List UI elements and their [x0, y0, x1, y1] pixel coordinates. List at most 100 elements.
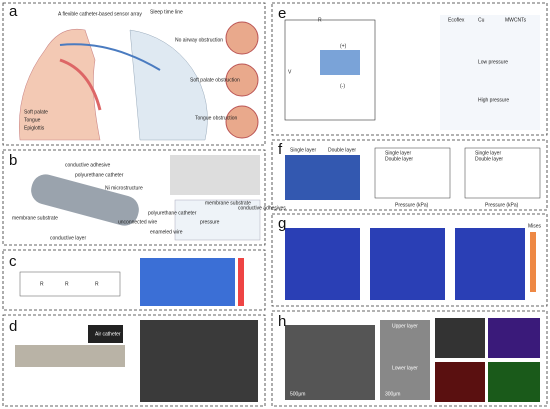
- eds-map: [435, 318, 485, 358]
- plot-frame: [464, 147, 541, 199]
- annotation: Air catheter: [95, 331, 121, 337]
- annotation: Cu: [478, 17, 485, 23]
- eds-map: [435, 362, 485, 402]
- annotation: High pressure: [478, 97, 509, 103]
- catheter-render: [31, 174, 139, 226]
- panel-d: d Air catheter: [9, 318, 258, 402]
- annotation: (-): [340, 83, 345, 89]
- photo-catheter: [15, 345, 125, 367]
- legend-entry: Single layer: [475, 150, 501, 156]
- annotation: Lower layer: [392, 365, 418, 371]
- annotation: (+): [340, 43, 347, 49]
- circuit: [19, 271, 121, 297]
- scale-label: 500μm: [290, 391, 305, 397]
- panel-f: f Single layer Double layer Single layer…: [278, 141, 541, 208]
- panel-border: [271, 213, 548, 307]
- sensor-sheet: [320, 50, 360, 75]
- annotation: unconnected wire: [118, 219, 157, 225]
- fem-map: [140, 258, 235, 306]
- annotation: MWCNTs: [505, 17, 527, 23]
- eds-map: [488, 362, 540, 402]
- annotation: No airway obstruction: [175, 37, 223, 43]
- legend-entry: Single layer: [385, 150, 411, 156]
- fem-map: [285, 228, 360, 300]
- panel-b: b conductive adhesive polyurethane cathe…: [9, 152, 286, 241]
- scale-label: 300μm: [385, 391, 400, 397]
- panel-label: d: [9, 318, 17, 335]
- annotation: polyurethane catheter: [75, 172, 124, 178]
- panel-border: [271, 310, 548, 407]
- sem-image: [380, 320, 430, 400]
- fem-map: [370, 228, 445, 300]
- eds-map: [488, 318, 540, 358]
- catheter: [59, 43, 161, 71]
- inset: [225, 21, 259, 55]
- panel-label: g: [278, 215, 286, 232]
- annotation: pressure: [200, 219, 220, 225]
- legend-entry: Double layer: [475, 156, 503, 162]
- panel-label: c: [9, 253, 17, 270]
- annotation: conductive adhesives: [238, 205, 286, 211]
- axis-title: Pressure (kPa): [485, 202, 519, 208]
- panel-border: [271, 139, 548, 211]
- panel-border: [2, 249, 266, 311]
- annotation: conductive adhesive: [65, 162, 111, 168]
- annotation: Single layer: [290, 147, 316, 153]
- annotation: Low pressure: [478, 59, 508, 65]
- annotation: membrane substrate: [12, 215, 58, 221]
- annotation: Sleep time line: [150, 9, 183, 15]
- schematic: [440, 15, 540, 130]
- panel-g: g Mises: [278, 215, 542, 300]
- annotation: R: [318, 17, 322, 23]
- circuit: [284, 19, 376, 121]
- annotation: Soft palate obstruction: [190, 77, 240, 83]
- annotation: R: [40, 281, 44, 287]
- plot-frame: [374, 147, 451, 199]
- panel-a: a A flexible catheter-based sensor array…: [9, 3, 259, 141]
- annotation: polyurethane catheter: [148, 210, 197, 216]
- panel-e: e R V (+) (-) Ecoflex Cu MWCNTs Low pres…: [278, 5, 540, 130]
- panel-label: a: [9, 3, 18, 20]
- annotation: Tongue obstruction: [195, 115, 237, 121]
- annotation: membrane substrate: [205, 200, 251, 206]
- fem-map: [285, 155, 360, 200]
- airway: [59, 58, 102, 111]
- annotation: Double layer: [328, 147, 356, 153]
- annotation: enameled wire: [150, 229, 183, 235]
- panel-h: h 500μm Upper layer Lower layer 300μm: [278, 313, 540, 402]
- annotation: Tongue: [24, 117, 41, 123]
- inset: [225, 105, 259, 139]
- annotation: Mises: [528, 223, 542, 229]
- annotation: V: [288, 69, 292, 75]
- timeline-fan: [129, 29, 208, 141]
- colorbar: [530, 232, 536, 292]
- fem-map: [455, 228, 525, 300]
- axis-title: Pressure (kPa): [395, 202, 429, 208]
- sem-image: [285, 325, 375, 400]
- annotation: Ecoflex: [448, 17, 465, 23]
- annotation: Soft palate: [24, 109, 48, 115]
- annotation: A flexible catheter-based sensor array: [58, 11, 142, 17]
- annotation: R: [65, 281, 69, 287]
- annotation: conductive layer: [50, 235, 86, 241]
- sem-image: [140, 320, 258, 402]
- annotation: R: [95, 281, 99, 287]
- inset-photo: [88, 325, 123, 343]
- panel-label: h: [278, 313, 286, 330]
- panel-border: [2, 2, 266, 146]
- micrograph: [170, 155, 260, 195]
- panel-label: e: [278, 5, 286, 22]
- panel-c: c R R R: [9, 253, 244, 306]
- head-illustration: [19, 28, 101, 141]
- annotation: Upper layer: [392, 323, 418, 329]
- panel-border: [271, 2, 548, 136]
- cross-section: [174, 199, 261, 241]
- panel-border: [2, 314, 266, 407]
- annotation: Epiglottis: [24, 125, 45, 131]
- panel-label: f: [278, 141, 283, 158]
- inset: [225, 63, 259, 97]
- legend-entry: Double layer: [385, 156, 413, 162]
- panel-border: [2, 149, 266, 246]
- colorbar: [238, 258, 244, 306]
